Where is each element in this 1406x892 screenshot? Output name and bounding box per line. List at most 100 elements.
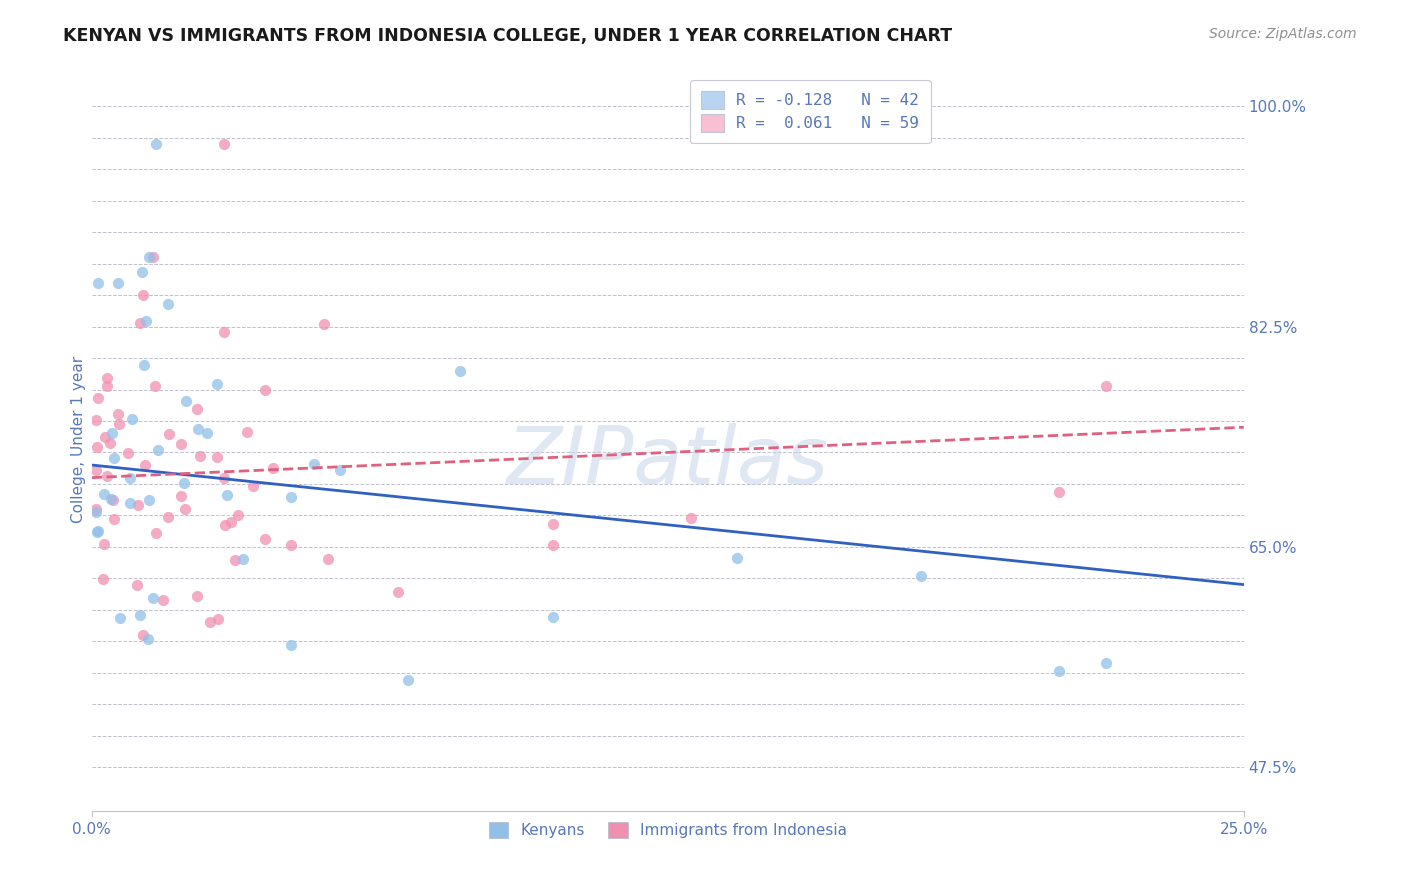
Point <box>86 413 108 427</box>
Point <box>98 436 121 450</box>
Point <box>226 508 249 522</box>
Point <box>146 442 169 457</box>
Point <box>200 615 222 630</box>
Point <box>235 425 257 439</box>
Point <box>541 610 564 624</box>
Point <box>125 578 148 592</box>
Point <box>207 612 229 626</box>
Point <box>132 288 155 302</box>
Point <box>541 517 564 532</box>
Point <box>449 364 471 378</box>
Point <box>86 505 108 519</box>
Point <box>152 593 174 607</box>
Point <box>1049 485 1071 500</box>
Point <box>120 471 142 485</box>
Point <box>174 501 197 516</box>
Point <box>329 463 352 477</box>
Point <box>103 512 125 526</box>
Point <box>128 608 150 623</box>
Point <box>679 511 702 525</box>
Point <box>138 493 160 508</box>
Point <box>214 517 236 532</box>
Point <box>186 589 208 603</box>
Point <box>87 392 110 406</box>
Point <box>156 510 179 524</box>
Point <box>262 461 284 475</box>
Point <box>107 417 129 432</box>
Y-axis label: College, Under 1 year: College, Under 1 year <box>72 356 86 524</box>
Point <box>142 250 165 264</box>
Point <box>254 383 277 397</box>
Point <box>121 412 143 426</box>
Point <box>316 552 339 566</box>
Point <box>131 265 153 279</box>
Point <box>96 371 118 385</box>
Point <box>108 611 131 625</box>
Point <box>157 426 180 441</box>
Point <box>242 479 264 493</box>
Text: KENYAN VS IMMIGRANTS FROM INDONESIA COLLEGE, UNDER 1 YEAR CORRELATION CHART: KENYAN VS IMMIGRANTS FROM INDONESIA COLL… <box>63 27 952 45</box>
Point <box>1094 656 1116 670</box>
Text: Source: ZipAtlas.com: Source: ZipAtlas.com <box>1209 27 1357 41</box>
Point <box>302 458 325 472</box>
Point <box>541 538 564 552</box>
Point <box>118 496 141 510</box>
Point <box>142 591 165 605</box>
Point <box>135 314 157 328</box>
Point <box>188 449 211 463</box>
Point <box>232 552 254 566</box>
Point <box>312 318 335 332</box>
Point <box>96 379 118 393</box>
Point <box>103 451 125 466</box>
Point <box>280 538 302 552</box>
Point <box>107 408 129 422</box>
Point <box>212 471 235 485</box>
Point <box>91 572 114 586</box>
Point <box>224 552 246 566</box>
Point <box>205 450 228 465</box>
Point <box>910 569 932 583</box>
Point <box>86 524 108 539</box>
Point <box>1094 378 1116 392</box>
Point <box>145 136 167 151</box>
Point <box>100 492 122 507</box>
Point <box>725 551 748 566</box>
Point <box>387 584 409 599</box>
Point <box>170 437 193 451</box>
Point <box>170 489 193 503</box>
Text: ZIPatlas: ZIPatlas <box>506 423 830 501</box>
Point <box>134 458 156 472</box>
Point <box>107 276 129 290</box>
Point <box>207 376 229 391</box>
Point <box>156 297 179 311</box>
Point <box>143 378 166 392</box>
Point <box>219 515 242 529</box>
Point <box>280 638 302 652</box>
Point <box>174 393 197 408</box>
Point <box>280 491 302 505</box>
Point <box>187 422 209 436</box>
Point <box>195 425 218 440</box>
Point <box>186 402 208 417</box>
Point <box>132 359 155 373</box>
Point <box>215 488 238 502</box>
Point <box>87 276 110 290</box>
Point <box>212 325 235 339</box>
Point <box>173 475 195 490</box>
Point <box>86 440 108 454</box>
Point <box>100 426 122 441</box>
Point <box>129 316 152 330</box>
Point <box>132 628 155 642</box>
Point <box>138 250 160 264</box>
Point <box>136 632 159 646</box>
Point <box>93 537 115 551</box>
Point <box>1049 664 1071 678</box>
Legend: Kenyans, Immigrants from Indonesia: Kenyans, Immigrants from Indonesia <box>482 816 853 845</box>
Point <box>212 136 235 151</box>
Point <box>86 463 108 477</box>
Point <box>94 430 117 444</box>
Point <box>253 533 276 547</box>
Point <box>117 446 139 460</box>
Point <box>96 468 118 483</box>
Point <box>93 486 115 500</box>
